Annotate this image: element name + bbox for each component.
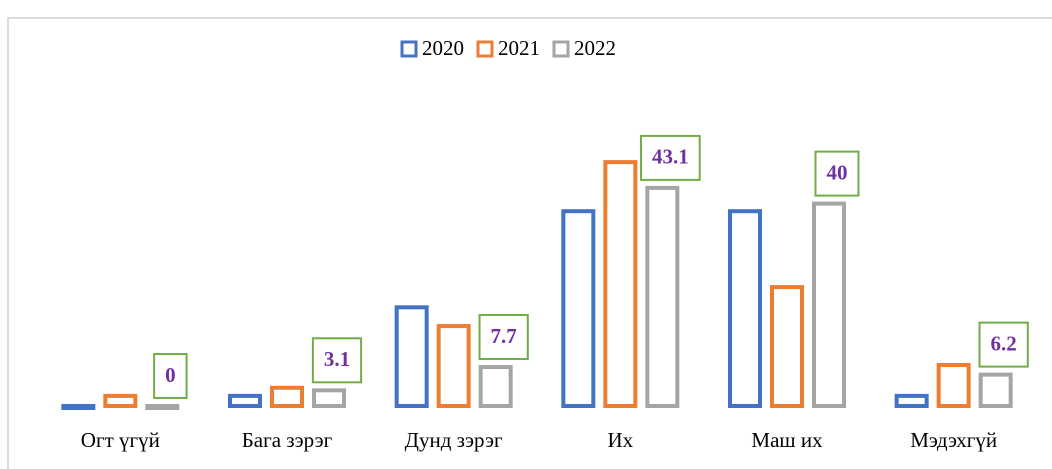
data-label-box bbox=[814, 150, 860, 197]
bar bbox=[770, 285, 804, 408]
legend-swatch bbox=[476, 40, 494, 58]
legend-swatch bbox=[552, 40, 570, 58]
x-tick-label: Бага зэрэг bbox=[242, 428, 333, 452]
bar bbox=[978, 372, 1013, 408]
bar bbox=[61, 404, 96, 410]
bar bbox=[228, 393, 262, 409]
x-tick-label: Маш их bbox=[751, 428, 823, 452]
data-label: 3.1 bbox=[324, 347, 350, 371]
bar bbox=[103, 393, 138, 409]
x-tick-label: Мэдэхгүй bbox=[910, 428, 997, 452]
bar bbox=[561, 209, 596, 408]
x-tick-label: Их bbox=[607, 428, 633, 452]
bar bbox=[436, 324, 471, 408]
data-label-box bbox=[311, 337, 363, 384]
bar bbox=[894, 393, 929, 409]
bar bbox=[936, 363, 971, 409]
data-label: 7.7 bbox=[491, 324, 517, 348]
data-label-box bbox=[978, 321, 1029, 368]
bar bbox=[145, 404, 180, 410]
data-label: 40 bbox=[827, 160, 848, 184]
bar bbox=[603, 160, 638, 408]
chart-frame bbox=[7, 17, 1052, 469]
bar bbox=[270, 385, 304, 408]
bar bbox=[812, 201, 846, 408]
x-tick-label: Огт үгүй bbox=[81, 428, 160, 452]
legend-label: 2022 bbox=[574, 36, 616, 60]
data-label: 6.2 bbox=[991, 331, 1017, 355]
bar bbox=[478, 365, 513, 408]
x-tick-label: Дунд зэрэг bbox=[405, 428, 503, 452]
data-label: 0 bbox=[165, 363, 176, 387]
bar bbox=[312, 388, 346, 408]
bar bbox=[394, 305, 429, 408]
data-label-box bbox=[639, 134, 701, 181]
legend-label: 2020 bbox=[422, 36, 464, 60]
data-label: 43.1 bbox=[652, 145, 689, 169]
legend-swatch bbox=[400, 40, 418, 58]
bar bbox=[645, 185, 680, 408]
legend-label: 2021 bbox=[498, 36, 540, 60]
data-label-box bbox=[153, 353, 188, 399]
bar bbox=[728, 209, 762, 408]
data-label-box bbox=[478, 314, 529, 361]
